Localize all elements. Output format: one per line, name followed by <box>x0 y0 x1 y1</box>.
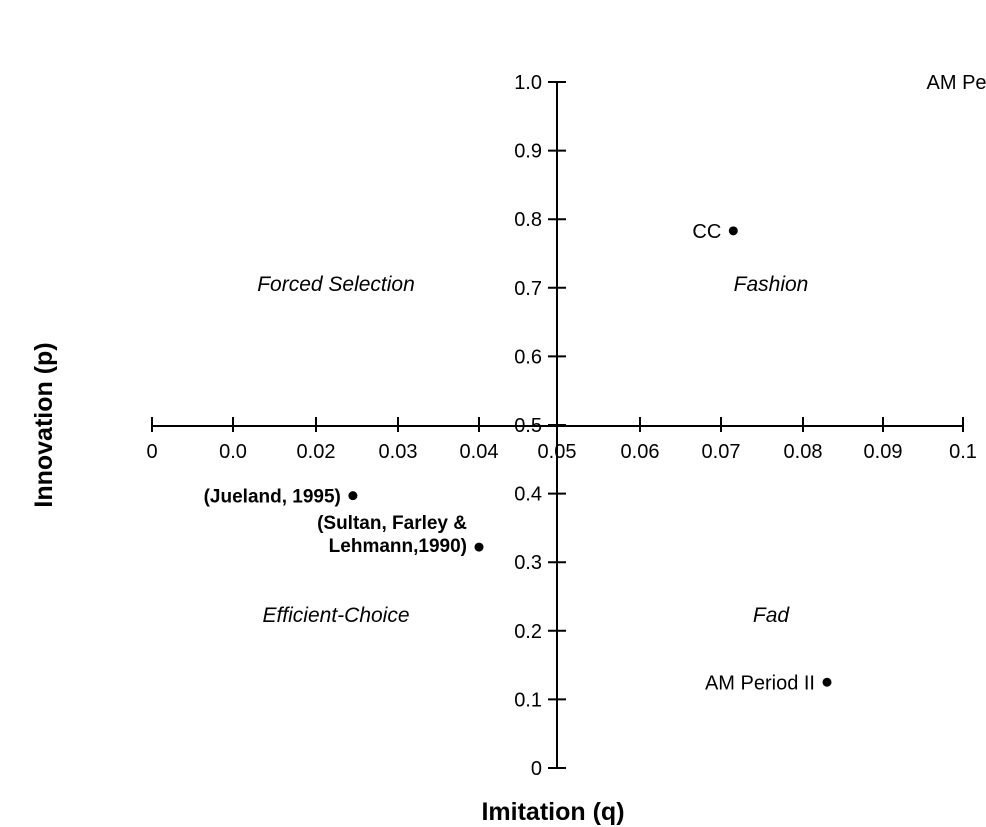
y-axis-ticks: 0 0.1 0.2 0.3 0.4 0.5 0.6 0.7 0.8 0.9 1.0 <box>514 72 566 780</box>
data-point <box>728 226 738 236</box>
y-axis: 0 0.1 0.2 0.3 0.4 0.5 0.6 0.7 0.8 0.9 1.0 <box>514 72 566 780</box>
x-tick-label: 0.06 <box>621 441 660 463</box>
y-tick-label: 0.3 <box>514 552 542 574</box>
x-tick-label: 0.0 <box>219 441 247 463</box>
quadrant-label-efficient-choice: Efficient-Choice <box>262 604 409 627</box>
data-point-label: AM Period I <box>927 72 986 94</box>
y-tick-label: 0 <box>531 758 542 780</box>
y-tick-label: 0.6 <box>514 346 542 368</box>
data-point <box>822 677 832 687</box>
x-tick-label: 0.1 <box>949 441 977 463</box>
x-tick-label: 0 <box>146 441 157 463</box>
y-tick-label: 0.1 <box>514 689 542 711</box>
data-point-label: (Sultan, Farley & <box>317 513 467 534</box>
data-points: AM Period I CC (Jueland, 1995) (Sultan, Far… <box>204 72 986 694</box>
x-tick-label: 0.09 <box>864 441 903 463</box>
x-tick-label: 0.04 <box>460 441 499 463</box>
quadrant-labels: Forced Selection Fashion Efficient-Choic… <box>257 273 808 627</box>
x-tick-label: 0.02 <box>297 441 336 463</box>
y-tick-label: 1.0 <box>514 72 542 94</box>
y-tick-label: 0.4 <box>514 484 542 506</box>
y-tick-label: 0.7 <box>514 278 542 300</box>
x-axis: 0 0.0 0.02 0.03 0.04 0.05 0.06 0.07 0.08 0.09 0.1 <box>146 417 977 463</box>
x-tick-label: 0.03 <box>379 441 418 463</box>
data-point <box>348 491 358 501</box>
y-tick-label: 0.8 <box>514 209 542 231</box>
data-point-label: CC <box>692 221 721 243</box>
quadrant-label-fashion: Fashion <box>734 273 809 296</box>
data-point <box>474 542 484 552</box>
data-point-label: (Jueland, 1995) <box>204 487 341 508</box>
quadrant-label-forced-selection: Forced Selection <box>257 273 415 296</box>
x-tick-label: 0.07 <box>702 441 741 463</box>
x-axis-title: Imitation (q) <box>481 798 624 826</box>
y-axis-title: Innovation (p) <box>30 342 58 507</box>
y-tick-label: 0.2 <box>514 621 542 643</box>
y-tick-label: 0.9 <box>514 141 542 163</box>
y-tick-label: 0.5 <box>514 415 542 437</box>
x-axis-ticks: 0 0.0 0.02 0.03 0.04 0.05 0.06 0.07 0.08 0.09 0.1 <box>146 417 977 463</box>
quadrant-label-fad: Fad <box>753 604 791 627</box>
x-tick-label: 0.08 <box>784 441 823 463</box>
data-point-label: AM Period II <box>705 672 815 694</box>
data-point-label: Lehmann,1990) <box>329 536 467 557</box>
